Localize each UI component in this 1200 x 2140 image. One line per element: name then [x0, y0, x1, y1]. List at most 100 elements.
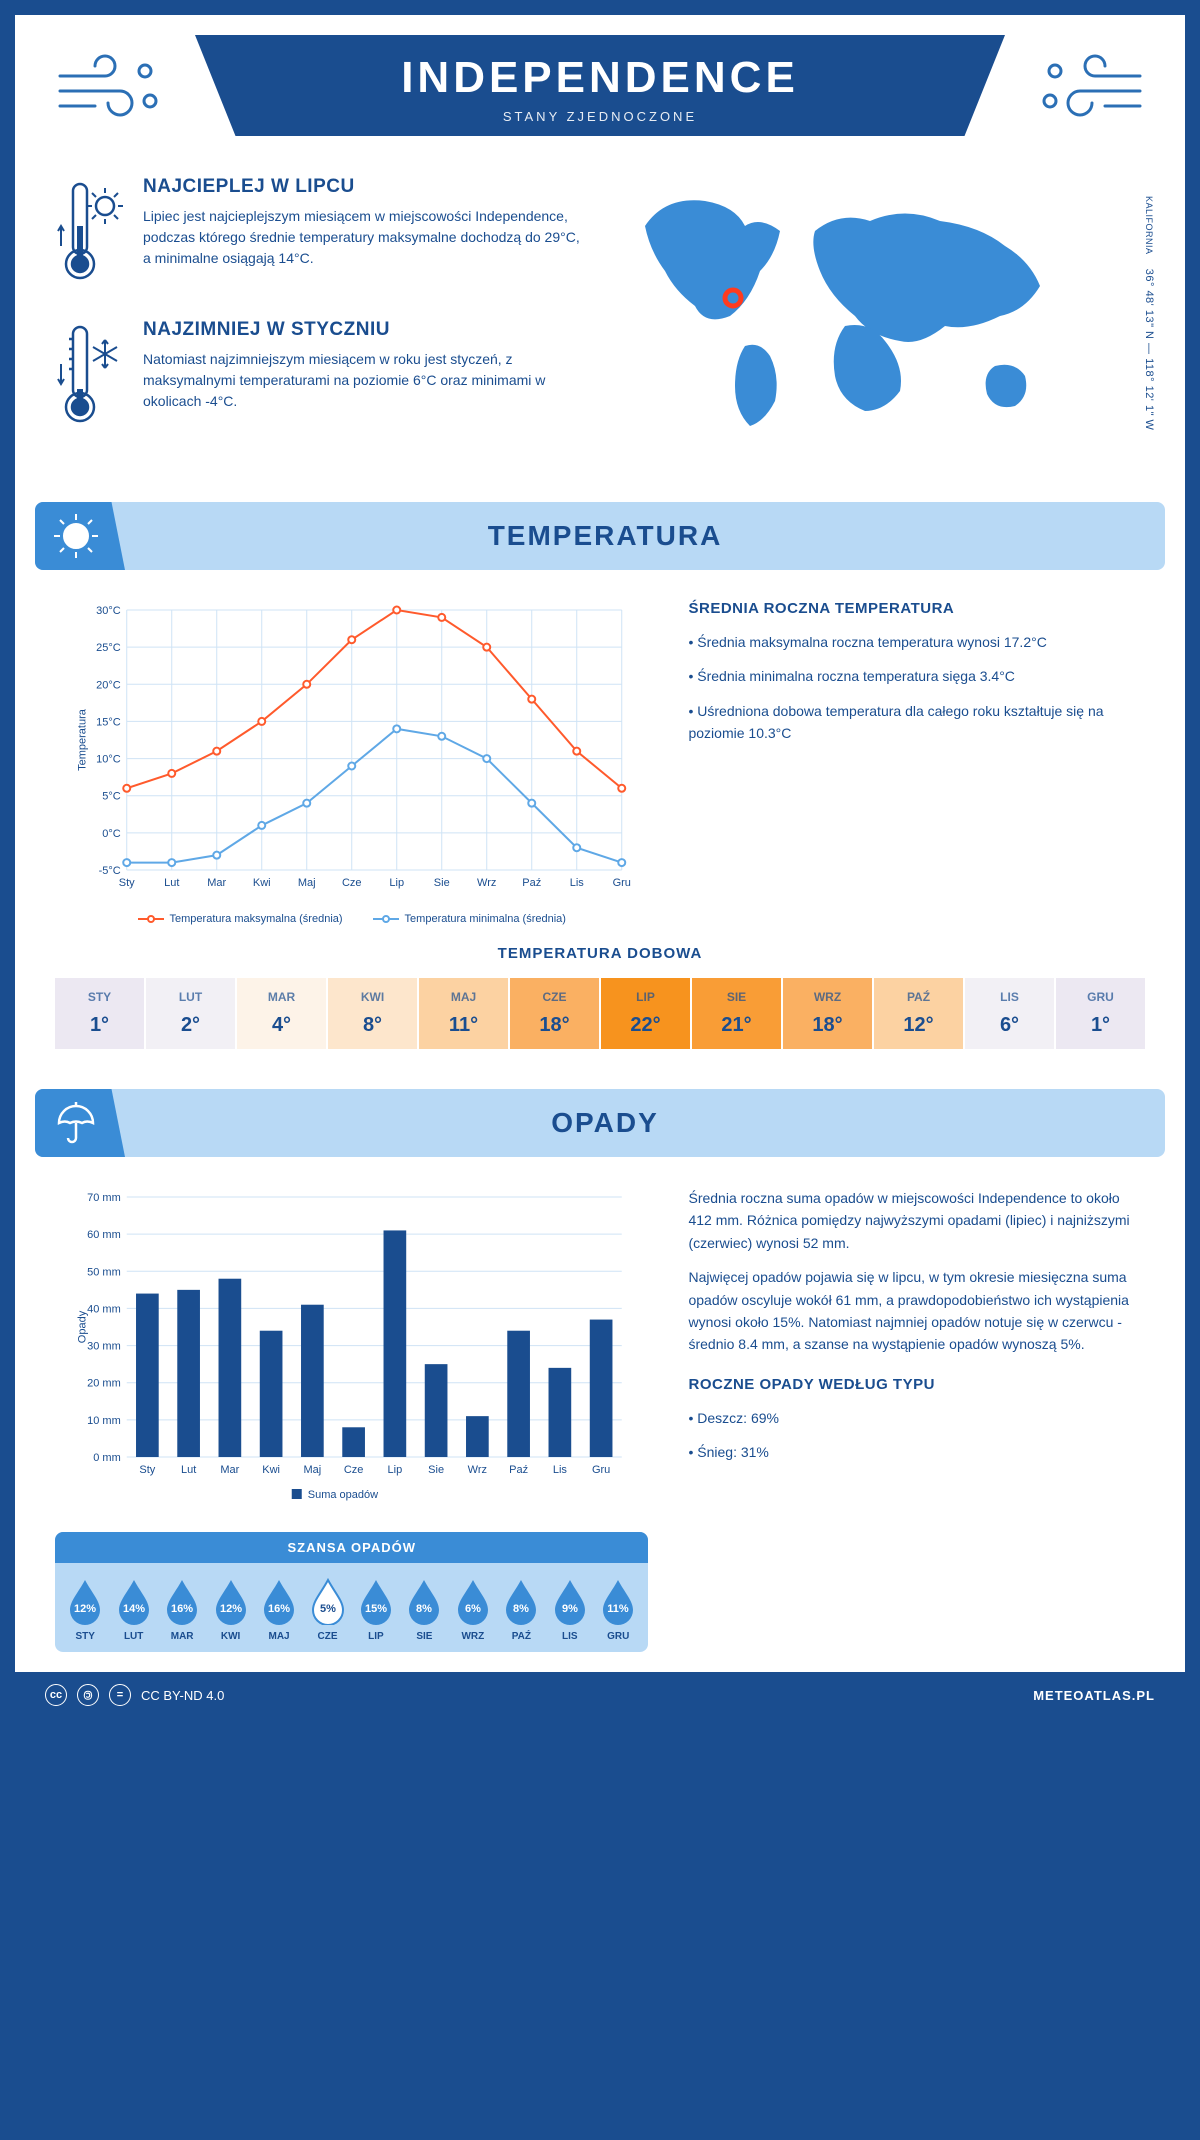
temp-bullet: • Średnia maksymalna roczna temperatura … [688, 631, 1145, 653]
chance-title: SZANSA OPADÓW [55, 1532, 648, 1563]
svg-text:70 mm: 70 mm [87, 1192, 121, 1204]
svg-text:Sie: Sie [428, 1464, 444, 1476]
precip-header: OPADY [35, 1089, 1165, 1157]
svg-text:Wrz: Wrz [477, 877, 496, 889]
svg-text:Paź: Paź [509, 1464, 528, 1476]
chance-cell: 12% STY [63, 1577, 107, 1642]
dt-month: GRU [1060, 990, 1141, 1004]
coordinates: KALIFORNIA 36° 48' 13" N — 118° 12' 1" W [1143, 196, 1155, 430]
svg-text:30°C: 30°C [96, 605, 121, 617]
precip-p2: Najwięcej opadów pojawia się w lipcu, w … [688, 1266, 1145, 1356]
world-map-icon [615, 176, 1075, 436]
svg-text:6%: 6% [465, 1603, 481, 1615]
umbrella-icon [35, 1089, 125, 1157]
svg-text:14%: 14% [123, 1603, 145, 1615]
chance-cell: 14% LUT [111, 1577, 155, 1642]
dt-value: 1° [59, 1014, 140, 1037]
raindrop-icon: 16% [163, 1577, 201, 1625]
svg-text:Lut: Lut [164, 877, 179, 889]
wind-icon-right [1025, 46, 1145, 126]
legend-item: Temperatura maksymalna (średnia) [138, 913, 343, 925]
dt-value: 18° [514, 1014, 595, 1037]
chance-month: MAR [160, 1631, 204, 1642]
chance-cell: 8% PAŹ [499, 1577, 543, 1642]
coords-value: 36° 48' 13" N — 118° 12' 1" W [1143, 269, 1155, 431]
daily-temp-grid: STY1°LUT2°MAR4°KWI8°MAJ11°CZE18°LIP22°SI… [55, 978, 1145, 1049]
cc-icon: cc [45, 1684, 67, 1706]
legend-item: Temperatura minimalna (średnia) [373, 913, 566, 925]
raindrop-icon: 15% [357, 1577, 395, 1625]
raindrop-icon: 9% [551, 1577, 589, 1625]
precip-type-heading: ROCZNE OPADY WEDŁUG TYPU [688, 1376, 1145, 1393]
svg-text:Paź: Paź [522, 877, 541, 889]
precip-summary: Średnia roczna suma opadów w miejscowośc… [688, 1187, 1145, 1652]
svg-text:Maj: Maj [298, 877, 316, 889]
daily-temp-cell: LIS 6° [965, 978, 1054, 1049]
chance-cell: 9% LIS [548, 1577, 592, 1642]
svg-text:Opady: Opady [77, 1310, 89, 1343]
coldest-fact: NAJZIMNIEJ W STYCZNIU Natomiast najzimni… [55, 319, 585, 434]
chance-cell: 11% GRU [596, 1577, 640, 1642]
chance-month: STY [63, 1631, 107, 1642]
region-label: KALIFORNIA [1144, 196, 1154, 255]
svg-text:8%: 8% [416, 1603, 432, 1615]
raindrop-icon: 12% [212, 1577, 250, 1625]
dt-value: 8° [332, 1014, 413, 1037]
warmest-fact: NAJCIEPLEJ W LIPCU Lipiec jest najcieple… [55, 176, 585, 291]
page-title: INDEPENDENCE [265, 53, 935, 103]
daily-temp-cell: WRZ18° [783, 978, 872, 1049]
svg-text:0°C: 0°C [102, 828, 121, 840]
dt-month: MAJ [423, 990, 504, 1004]
dt-value: 6° [969, 1014, 1050, 1037]
dt-value: 2° [150, 1014, 231, 1037]
svg-text:5%: 5% [320, 1603, 336, 1615]
svg-text:Sty: Sty [119, 877, 135, 889]
svg-text:15%: 15% [365, 1603, 387, 1615]
svg-text:Gru: Gru [592, 1464, 610, 1476]
chance-cell: 6% WRZ [451, 1577, 495, 1642]
warmest-heading: NAJCIEPLEJ W LIPCU [143, 176, 585, 198]
chance-cell: 16% MAJ [257, 1577, 301, 1642]
chance-cell: 5% CZE [305, 1577, 349, 1642]
raindrop-icon: 11% [599, 1577, 637, 1625]
svg-text:Kwi: Kwi [253, 877, 271, 889]
raindrop-icon: 16% [260, 1577, 298, 1625]
daily-temp-cell: CZE 18° [510, 978, 599, 1049]
dt-month: LUT [150, 990, 231, 1004]
svg-text:60 mm: 60 mm [87, 1229, 121, 1241]
raindrop-icon: 12% [66, 1577, 104, 1625]
dt-month: WRZ [787, 990, 868, 1004]
dt-month: PAŹ [878, 990, 959, 1004]
footer: cc 🄯 = CC BY-ND 4.0 METEOATLAS.PL [15, 1672, 1185, 1718]
dt-month: CZE [514, 990, 595, 1004]
coldest-text: NAJZIMNIEJ W STYCZNIU Natomiast najzimni… [143, 319, 585, 434]
chance-month: PAŹ [499, 1631, 543, 1642]
wind-icon-left [55, 46, 175, 126]
dt-month: LIS [969, 990, 1050, 1004]
precip-type-bullet: • Śnieg: 31% [688, 1441, 1145, 1463]
chance-grid: 12% STY 14% LUT 16% MAR [55, 1563, 648, 1652]
warmest-body: Lipiec jest najcieplejszym miesiącem w m… [143, 206, 585, 269]
svg-text:Cze: Cze [342, 877, 362, 889]
thermometer-hot-icon [55, 176, 125, 291]
precip-title: OPADY [125, 1107, 1165, 1139]
daily-temp-cell: MAR4° [237, 978, 326, 1049]
dt-month: STY [59, 990, 140, 1004]
raindrop-icon: 5% [309, 1577, 347, 1625]
svg-text:8%: 8% [513, 1603, 529, 1615]
daily-temp-cell: KWI 8° [328, 978, 417, 1049]
temperature-chart-area: -5°C0°C5°C10°C15°C20°C25°C30°CStyLutMarK… [55, 600, 648, 925]
daily-temp-cell: PAŹ12° [874, 978, 963, 1049]
chance-month: WRZ [451, 1631, 495, 1642]
svg-text:Sie: Sie [434, 877, 450, 889]
daily-temp-cell: LIP22° [601, 978, 690, 1049]
dt-month: KWI [332, 990, 413, 1004]
intro-section: NAJCIEPLEJ W LIPCU Lipiec jest najcieple… [15, 146, 1185, 492]
coldest-body: Natomiast najzimniejszym miesiącem w rok… [143, 349, 585, 412]
page-container: INDEPENDENCE STANY ZJEDNOCZONE [15, 15, 1185, 1718]
daily-temp-section: TEMPERATURA DOBOWA STY1°LUT2°MAR4°KWI8°M… [15, 945, 1185, 1079]
svg-text:20 mm: 20 mm [87, 1378, 121, 1390]
svg-text:12%: 12% [220, 1603, 242, 1615]
svg-text:Lis: Lis [553, 1464, 568, 1476]
svg-text:Wrz: Wrz [468, 1464, 487, 1476]
